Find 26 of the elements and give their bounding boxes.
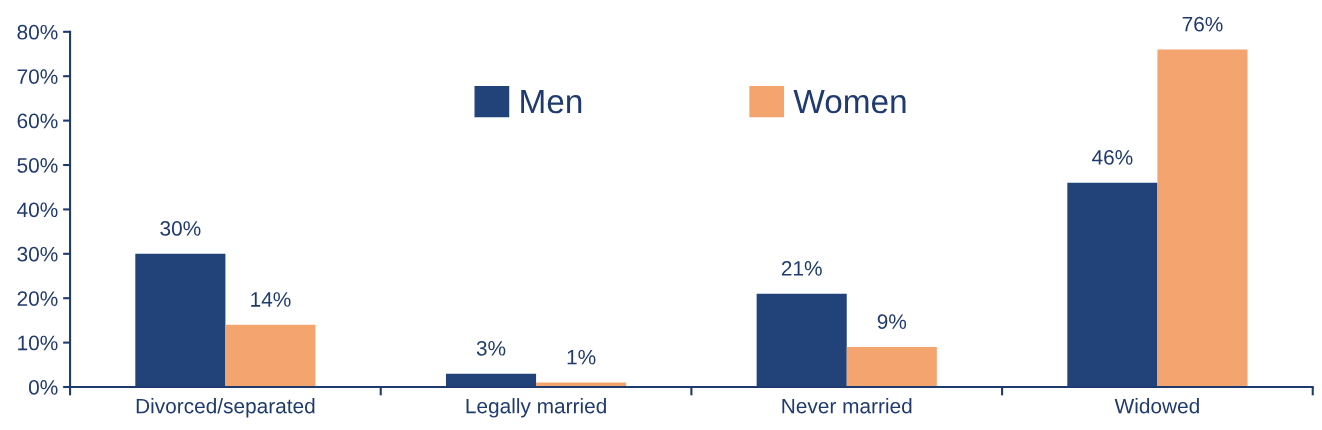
y-tick-label: 20%	[17, 291, 58, 306]
y-tick-label: 0%	[28, 380, 58, 395]
x-tick-label: Widowed	[1114, 398, 1199, 414]
x-tick-label: Divorced/separated	[136, 398, 315, 418]
data-label: 21%	[781, 261, 822, 276]
data-label: 46%	[1091, 150, 1133, 165]
y-tick-label: 30%	[17, 246, 58, 262]
data-label: 9%	[877, 314, 907, 330]
legend-label: Women	[793, 90, 906, 114]
y-tick-label: 50%	[17, 158, 58, 173]
data-label: 3%	[476, 340, 506, 356]
y-tick-label: 10%	[18, 335, 58, 351]
data-label: 30%	[160, 221, 201, 236]
y-tick-label: 80%	[17, 24, 58, 40]
legend-label: Men	[521, 90, 582, 114]
bar	[846, 347, 937, 387]
x-tick-label: Legally married	[466, 398, 606, 418]
y-tick-label: 60%	[17, 113, 58, 129]
data-label: 14%	[251, 292, 291, 307]
y-tick-label: 40%	[17, 202, 58, 218]
bar	[1157, 49, 1248, 387]
x-tick-label: Never married	[782, 398, 912, 414]
data-label: 1%	[567, 349, 596, 365]
data-label: 76%	[1182, 16, 1223, 32]
bar	[225, 324, 316, 387]
y-tick-label: 70%	[17, 69, 58, 84]
